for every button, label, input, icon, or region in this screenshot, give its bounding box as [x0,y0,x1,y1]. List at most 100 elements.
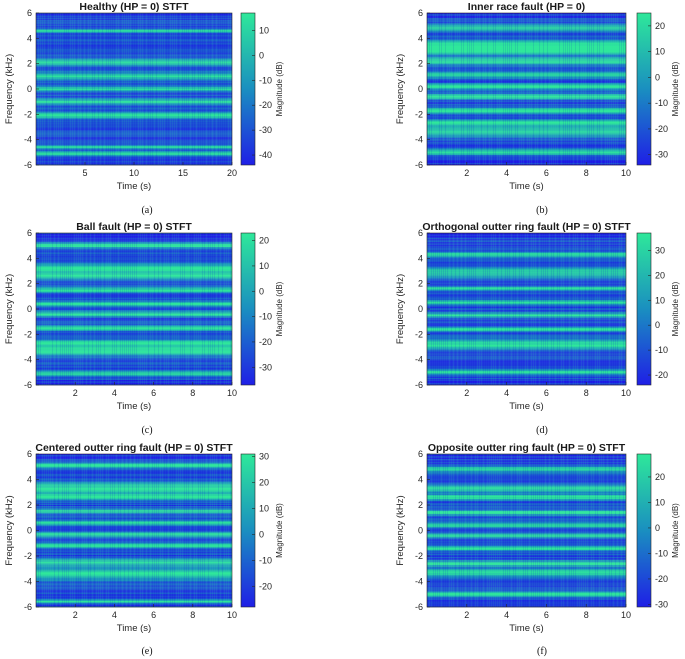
spectrogram-row [427,274,626,276]
y-tick-label: 4 [27,253,32,263]
spectrogram-row [36,550,232,553]
texture-line [581,13,582,165]
spectrogram-row [427,564,626,566]
spectrogram-row [427,338,626,340]
spectrogram-row [427,143,626,145]
texture-line [589,454,590,607]
spectrogram-row [427,336,626,338]
spectrogram-row [427,27,626,29]
spectrogram-row [36,570,232,572]
texture-line [230,13,231,165]
texture-line [134,454,135,607]
texture-line [106,233,107,385]
texture-line [463,233,464,385]
spectrogram-row [427,92,626,94]
spectrogram-row [427,74,626,77]
spectrogram-row [36,77,232,80]
texture-line [555,13,556,165]
texture-line [224,454,225,607]
spectrogram-row [36,373,232,376]
spectrogram-row [427,567,626,569]
texture-line [192,13,193,165]
spectrogram-row [427,111,626,113]
spectrogram-row [427,79,626,82]
texture-line [445,13,446,165]
texture-line [74,13,75,165]
texture-line [435,13,436,165]
spectrogram-row [427,356,626,358]
x-tick-label: 10 [129,168,139,178]
spectrogram-row [36,31,232,33]
texture-line [601,233,602,385]
texture-line [74,233,75,385]
spectrogram-row [36,489,232,491]
texture-line [172,13,173,165]
texture-line [469,13,470,165]
spectrogram-row [427,353,626,355]
spectrogram-row [36,244,232,246]
spectrogram-row [427,323,626,325]
spectrogram-row [36,57,232,59]
texture-line [519,454,520,607]
spectrogram-row [427,467,626,469]
texture-line [198,13,199,165]
spectrogram-row [427,56,626,58]
texture-line [42,13,43,165]
x-tick-label: 2 [73,610,78,620]
texture-line [172,454,173,607]
texture-line [60,13,61,165]
spectrogram-row [427,157,626,160]
texture-line [50,13,51,165]
spectrogram-row [36,67,232,69]
y-axis-label: Frequency (kHz) [4,274,15,344]
spectrogram-row [36,299,232,302]
texture-line [479,233,480,385]
spectrogram-row [427,556,626,558]
texture-line [174,13,175,165]
texture-line [220,13,221,165]
texture-line [505,233,506,385]
spectrogram-texture [427,13,626,165]
spectrogram-row [427,347,626,349]
spectrogram-row [427,533,626,535]
texture-line [439,13,440,165]
spectrogram-row [36,68,232,70]
texture-line [178,233,179,385]
spectrogram-row [427,99,626,101]
texture-line [214,13,215,165]
texture-line [128,13,129,165]
texture-line [543,13,544,165]
spectrogram-row [36,108,232,110]
texture-line [613,233,614,385]
texture-line [164,13,165,165]
spectrogram-row [427,69,626,72]
spectrogram-row [36,29,232,31]
spectrogram-row [427,503,626,506]
spectrogram-row [36,49,232,51]
texture-line [609,13,610,165]
spectrogram-row [36,301,232,304]
texture-line [431,454,432,607]
spectrogram-row [36,157,232,160]
spectrogram-row [427,553,626,556]
spectrogram-row [427,278,626,280]
spectrogram-row [427,358,626,360]
spectrogram-row [427,142,626,144]
spectrogram-row [427,297,626,300]
spectrogram-row [36,469,232,471]
y-tick-label: 2 [418,500,423,510]
texture-line [176,233,177,385]
spectrogram-row [36,72,232,75]
spectrogram-row [36,323,232,325]
x-tick-label: 10 [621,610,631,620]
spectrogram-row [36,463,232,465]
texture-line [605,13,606,165]
texture-line [571,13,572,165]
texture-line [501,454,502,607]
spectrogram-row [36,500,232,503]
spectrogram-image [36,454,232,608]
spectrogram-row [36,290,232,293]
spectrogram-row [36,90,232,92]
spectrogram-row [427,264,626,266]
